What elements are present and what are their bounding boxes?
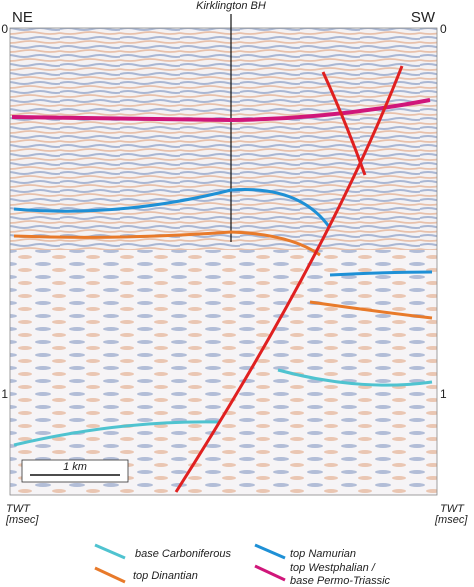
fault-secondary xyxy=(321,71,367,176)
seismic-lower xyxy=(10,250,437,495)
axis-title: [msec] xyxy=(434,514,468,526)
horizon-westphalian xyxy=(11,98,431,123)
axis-title: TWT xyxy=(6,503,31,515)
horizon-namurian-2 xyxy=(329,270,433,277)
axis-title: TWT xyxy=(440,503,465,515)
scale-box xyxy=(21,459,129,483)
legend-swatch xyxy=(254,543,286,560)
legend-swatch xyxy=(94,543,126,560)
axis-title: [msec] xyxy=(5,514,39,526)
left-tick: 0 xyxy=(1,22,8,36)
legend-label: top Westphalian / xyxy=(290,562,376,574)
horizon-base-carb-2 xyxy=(13,420,221,447)
horizon-dinantian-2 xyxy=(309,300,433,320)
ne-label: NE xyxy=(12,9,33,26)
frame xyxy=(9,27,438,496)
legend-swatch xyxy=(254,564,286,582)
horizon-base-carb xyxy=(277,368,433,387)
right-tick: 1 xyxy=(440,387,447,401)
legend-label: top Namurian xyxy=(290,548,356,560)
sw-label: SW xyxy=(411,9,436,26)
fault-main xyxy=(174,65,404,493)
legend-swatch xyxy=(94,566,126,584)
legend-label: base Permo-Triassic xyxy=(290,575,391,587)
horizon-dinantian xyxy=(13,230,321,257)
left-tick: 1 xyxy=(1,387,8,401)
well-label: Kirklington BH xyxy=(196,0,266,12)
legend-label: base Carboniferous xyxy=(135,548,232,560)
right-tick: 0 xyxy=(440,22,447,36)
scale-label: 1 km xyxy=(63,461,87,473)
legend-label: top Dinantian xyxy=(133,570,198,582)
horizon-namurian xyxy=(13,187,332,229)
